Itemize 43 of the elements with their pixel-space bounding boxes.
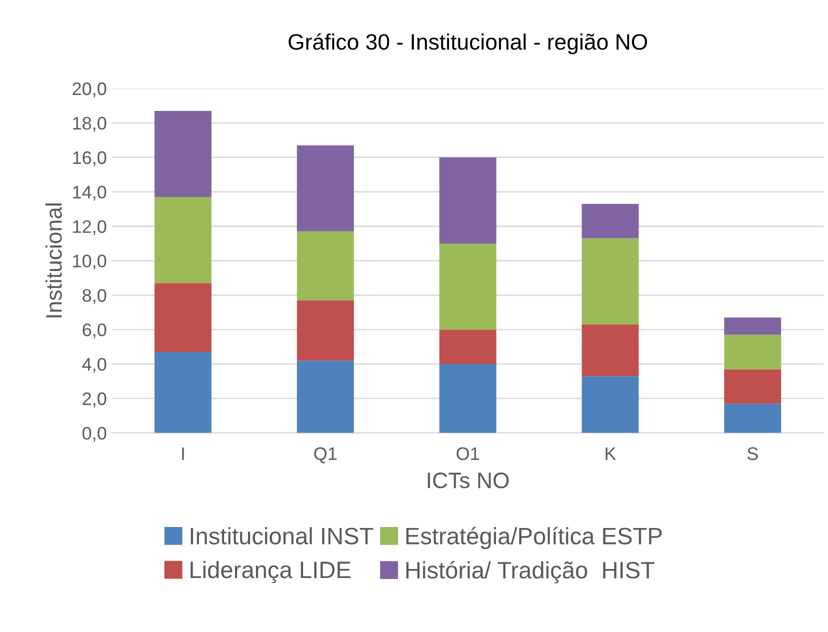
x-tick-label: K: [606, 447, 616, 460]
bar: [439, 243, 496, 330]
y-tick-label: 4,0: [82, 358, 106, 373]
legend-label: Estratégia/Política ESTP: [406, 526, 662, 550]
bar: [582, 376, 639, 433]
bar: [154, 283, 212, 352]
bar: [724, 318, 782, 335]
x-tick-label: I: [182, 447, 184, 460]
y-tick-label: 14,0: [73, 186, 106, 201]
bar: [724, 404, 782, 433]
bar: [296, 300, 354, 361]
y-axis-title: Institucional: [46, 204, 62, 318]
legend-label: Institucional INST: [190, 527, 374, 544]
legend-label: Liderança LIDE: [190, 560, 350, 584]
y-tick-label: 20,0: [72, 82, 106, 98]
bar: [296, 231, 354, 300]
bar: [154, 352, 212, 433]
y-tick-label: 2,0: [82, 392, 106, 408]
bar: [439, 330, 496, 364]
bar: [154, 110, 212, 197]
chart-title: Gráfico 30 - Institucional - região NO: [288, 33, 648, 54]
bar: [724, 334, 782, 370]
legend-label: História/ Tradição HIST: [406, 560, 654, 584]
x-tick-label: S: [747, 447, 758, 460]
bar: [582, 204, 639, 238]
y-tick-label: 12,0: [73, 220, 106, 236]
bar: [296, 145, 354, 232]
bar: [582, 238, 639, 324]
bar: [439, 157, 496, 244]
y-tick-label: 8,0: [82, 289, 106, 304]
y-tick-label: 0,0: [82, 426, 106, 442]
bar: [724, 369, 782, 404]
y-tick-label: 10,0: [73, 254, 106, 270]
x-axis-title: ICTs NO: [428, 472, 509, 488]
y-tick-label: 18,0: [73, 116, 106, 132]
bar: [296, 360, 354, 433]
bar: [154, 196, 212, 284]
x-tick-label: O1: [456, 447, 479, 460]
y-tick-label: 6,0: [82, 324, 106, 338]
x-tick-label: Q1: [314, 447, 337, 464]
bar: [582, 324, 639, 376]
bar: [439, 364, 496, 433]
y-tick-label: 16,0: [73, 151, 106, 166]
